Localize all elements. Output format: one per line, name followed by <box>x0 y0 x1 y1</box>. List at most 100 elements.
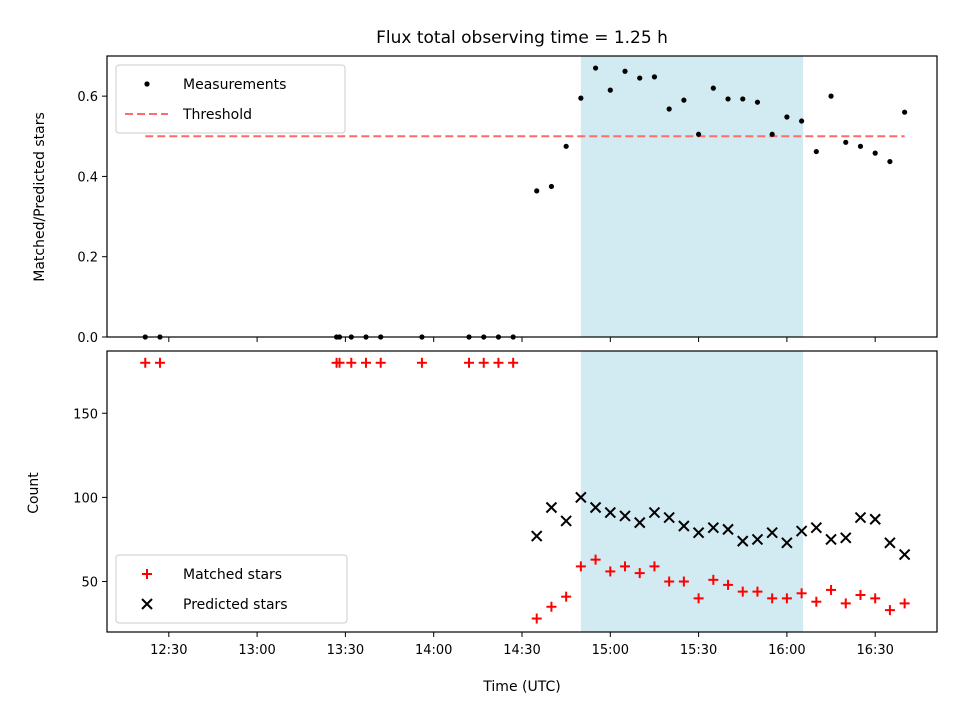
measurement-point <box>725 96 731 102</box>
cross-b <box>604 506 617 519</box>
cross-b <box>840 532 852 544</box>
matched-star-point <box>493 357 504 368</box>
measurement-point <box>695 131 702 137</box>
matched-star-point <box>140 357 151 368</box>
matched-star-point <box>811 596 822 607</box>
cross-b <box>707 521 720 534</box>
cross-b <box>795 525 808 537</box>
predicted-star-point <box>884 537 896 549</box>
matched-star-point <box>546 601 557 612</box>
matched-star-point <box>781 593 792 604</box>
top-highlight-span <box>580 56 804 337</box>
matched-star-point <box>531 613 542 624</box>
measurement-point <box>563 143 569 149</box>
measurement-point <box>754 99 761 105</box>
top-y-tick-label: 0.4 <box>77 170 98 185</box>
predicted-star-point <box>663 511 675 524</box>
matched-star-point <box>464 357 475 368</box>
matched-star-point <box>478 357 489 368</box>
measurement-point <box>872 150 878 156</box>
matched-star-point <box>416 357 427 368</box>
x-tick-label: 12:30 <box>150 643 187 658</box>
predicted-star-point <box>634 516 646 529</box>
cross-b <box>575 491 587 504</box>
x-tick-label: 13:00 <box>238 643 275 658</box>
x-tick-label: 14:00 <box>415 643 452 658</box>
matched-star-point <box>605 566 616 577</box>
legend-matched-label: Matched stars <box>183 567 282 583</box>
measurement-point <box>578 95 584 101</box>
cross-b <box>589 501 602 514</box>
matched-star-point <box>649 561 660 572</box>
matched-star-point <box>154 357 165 368</box>
predicted-star-point <box>781 537 793 549</box>
measurement-point <box>651 74 658 80</box>
top-y-tick-label: 0.0 <box>77 331 98 346</box>
cross-b <box>663 511 675 524</box>
x-tick-label: 15:00 <box>592 643 629 658</box>
matched-star-point <box>767 593 778 604</box>
matched-star-point <box>708 574 719 585</box>
measurement-point <box>769 131 775 137</box>
cross-b <box>560 515 572 527</box>
top-y-axis-label: Matched/Predicted stars <box>32 112 48 282</box>
bottom-y-tick-label: 100 <box>73 491 98 506</box>
legend-threshold-label: Threshold <box>182 107 252 123</box>
matched-star-point <box>870 593 881 604</box>
cross-b <box>884 537 896 549</box>
measurement-point <box>607 87 613 93</box>
x-tick-label: 14:30 <box>503 643 540 658</box>
measurement-point <box>902 109 908 115</box>
measurement-point <box>681 97 687 103</box>
matched-star-point <box>678 576 689 587</box>
measurement-point <box>534 188 540 194</box>
measurement-point <box>799 118 805 124</box>
matched-star-point <box>561 591 572 602</box>
matched-star-point <box>346 357 357 368</box>
predicted-star-point <box>589 501 602 514</box>
matched-star-point <box>826 584 837 595</box>
matched-star-point <box>796 588 807 599</box>
predicted-star-point <box>751 533 764 546</box>
x-tick-label: 15:30 <box>680 643 717 658</box>
predicted-star-point <box>619 510 631 522</box>
cross-b <box>781 537 793 549</box>
predicted-star-point <box>692 527 705 539</box>
matched-star-point <box>737 586 748 597</box>
matched-star-point <box>723 579 734 590</box>
measurement-point <box>622 68 628 74</box>
cross-b <box>810 521 823 534</box>
measurement-point <box>887 158 893 165</box>
bottom-highlight-span <box>580 351 804 632</box>
predicted-star-point <box>707 521 720 534</box>
cross-b <box>766 527 778 539</box>
predicted-star-point <box>531 530 543 542</box>
measurement-point <box>666 106 672 112</box>
measurement-point <box>843 139 849 145</box>
cross-b <box>737 535 749 547</box>
legend-measurements-label: Measurements <box>183 77 286 93</box>
legend-predicted-marker <box>141 598 153 610</box>
matched-star-point <box>575 561 586 572</box>
predicted-star-point <box>545 501 558 514</box>
measurement-point <box>637 75 643 81</box>
cross-b <box>678 520 690 532</box>
predicted-star-point <box>722 523 734 536</box>
legend-predicted-label: Predicted stars <box>183 597 288 613</box>
measurement-point <box>592 65 599 71</box>
predicted-star-point <box>678 520 690 532</box>
measurement-point <box>857 143 864 149</box>
predicted-star-point <box>840 532 852 544</box>
top-legend <box>115 64 346 134</box>
predicted-star-point <box>795 525 808 537</box>
measurement-point <box>710 85 716 91</box>
cross-b <box>751 533 764 546</box>
legend-matched-marker <box>142 569 152 579</box>
measurement-point <box>828 93 834 99</box>
top-y-tick-label: 0.2 <box>77 251 98 266</box>
predicted-star-point <box>810 521 823 534</box>
x-tick-label: 16:30 <box>856 643 893 658</box>
matched-star-point <box>855 589 866 600</box>
measurement-point <box>784 114 790 120</box>
